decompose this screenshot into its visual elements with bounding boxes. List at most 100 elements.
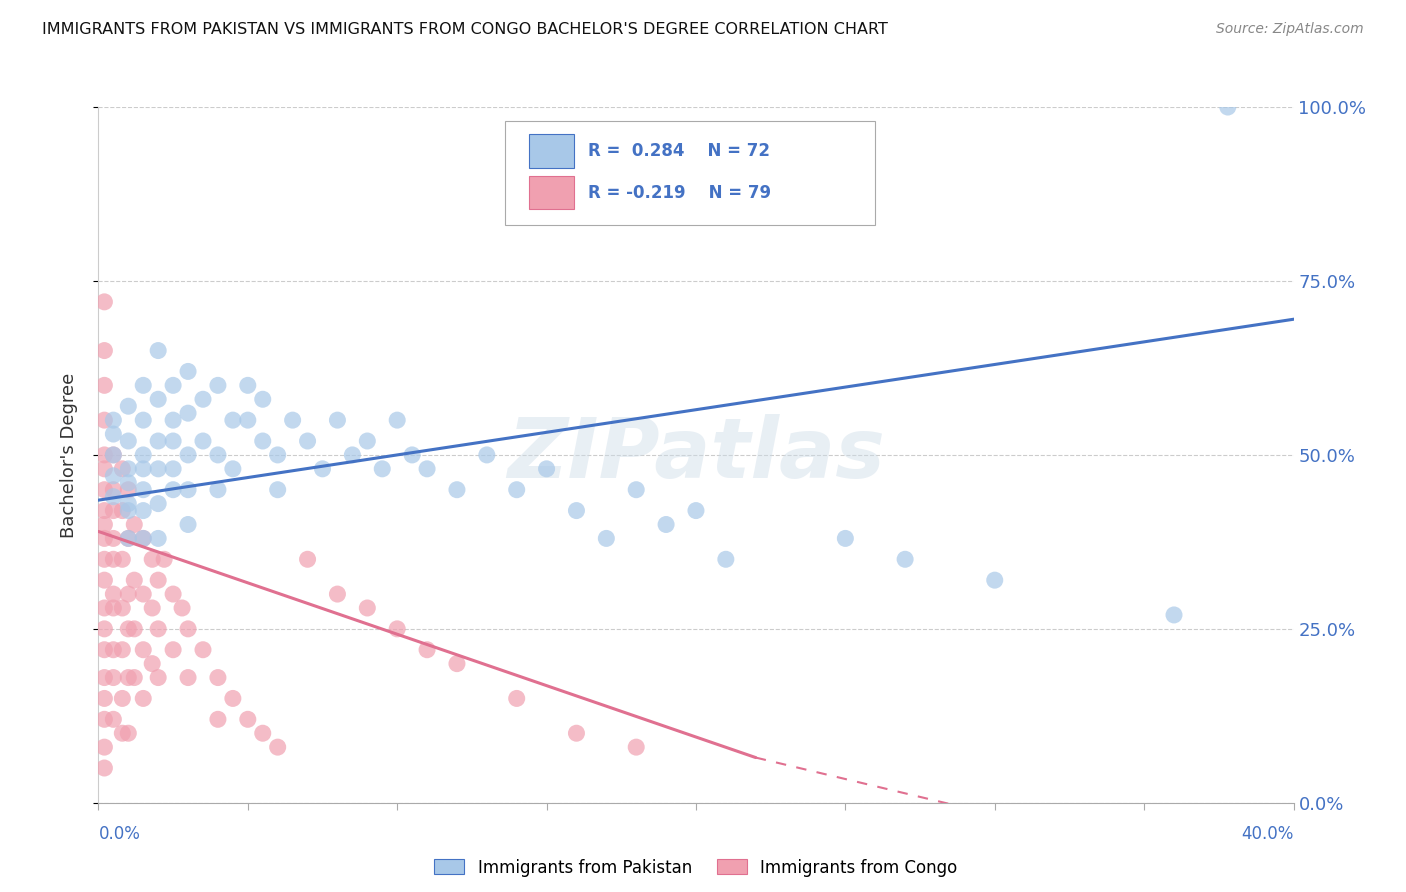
Point: [124, 517, 146, 532]
Point: [117, 462, 139, 476]
Point: [103, 601, 125, 615]
Point: [93, 413, 115, 427]
Point: [267, 740, 290, 755]
Point: [103, 642, 125, 657]
Point: [117, 587, 139, 601]
Point: [222, 462, 245, 476]
Point: [297, 552, 319, 566]
Point: [252, 392, 274, 407]
Point: [385, 622, 409, 636]
Point: [565, 503, 588, 517]
Point: [595, 532, 617, 546]
Point: [177, 406, 200, 420]
Point: [148, 497, 170, 511]
Point: [103, 448, 125, 462]
Point: [117, 726, 139, 740]
Point: [148, 462, 170, 476]
Point: [132, 413, 155, 427]
Point: [148, 532, 170, 546]
Text: ZIPatlas: ZIPatlas: [508, 415, 884, 495]
Point: [93, 642, 115, 657]
Point: [252, 726, 274, 740]
Point: [401, 448, 423, 462]
Point: [124, 573, 146, 587]
Point: [834, 532, 856, 546]
Point: [162, 462, 184, 476]
Point: [132, 378, 155, 392]
FancyBboxPatch shape: [529, 176, 574, 210]
Point: [103, 427, 125, 442]
Point: [141, 552, 163, 566]
Text: R =  0.284    N = 72: R = 0.284 N = 72: [588, 142, 770, 160]
Point: [93, 294, 115, 309]
Point: [385, 413, 409, 427]
Point: [148, 434, 170, 448]
Point: [191, 392, 214, 407]
Point: [103, 490, 125, 504]
Point: [536, 462, 558, 476]
Point: [177, 448, 200, 462]
Point: [1163, 607, 1185, 622]
Point: [416, 642, 439, 657]
Point: [117, 622, 139, 636]
Point: [162, 413, 184, 427]
Point: [111, 462, 134, 476]
Point: [655, 517, 678, 532]
Point: [222, 691, 245, 706]
Point: [297, 434, 319, 448]
Point: [172, 601, 194, 615]
Point: [103, 671, 125, 685]
Point: [103, 712, 125, 726]
Point: [311, 462, 333, 476]
Point: [117, 532, 139, 546]
Point: [148, 343, 170, 358]
Point: [103, 448, 125, 462]
Point: [267, 483, 290, 497]
Point: [162, 378, 184, 392]
Text: R = -0.219    N = 79: R = -0.219 N = 79: [588, 184, 772, 202]
Point: [475, 448, 498, 462]
Point: [93, 712, 115, 726]
Point: [93, 740, 115, 755]
Point: [132, 462, 155, 476]
Point: [117, 475, 139, 490]
Point: [117, 503, 139, 517]
Point: [162, 434, 184, 448]
Point: [111, 726, 134, 740]
FancyBboxPatch shape: [529, 134, 574, 168]
Point: [371, 462, 394, 476]
Point: [162, 483, 184, 497]
Point: [148, 573, 170, 587]
Text: 0.0%: 0.0%: [98, 825, 141, 843]
Point: [93, 573, 115, 587]
Point: [111, 601, 134, 615]
Point: [117, 483, 139, 497]
Point: [342, 448, 364, 462]
Point: [356, 434, 378, 448]
Point: [132, 503, 155, 517]
Point: [177, 671, 200, 685]
Point: [93, 503, 115, 517]
Point: [132, 483, 155, 497]
Point: [416, 462, 439, 476]
Point: [124, 622, 146, 636]
Point: [446, 657, 468, 671]
Point: [117, 497, 139, 511]
Point: [894, 552, 917, 566]
Point: [111, 552, 134, 566]
Point: [103, 413, 125, 427]
Point: [685, 503, 707, 517]
Point: [111, 691, 134, 706]
Point: [93, 462, 115, 476]
Point: [222, 413, 245, 427]
Point: [93, 517, 115, 532]
Point: [236, 413, 259, 427]
Point: [117, 532, 139, 546]
Point: [626, 483, 648, 497]
Point: [93, 483, 115, 497]
Point: [93, 671, 115, 685]
Point: [177, 483, 200, 497]
Point: [124, 671, 146, 685]
Point: [207, 671, 229, 685]
Point: [506, 483, 529, 497]
